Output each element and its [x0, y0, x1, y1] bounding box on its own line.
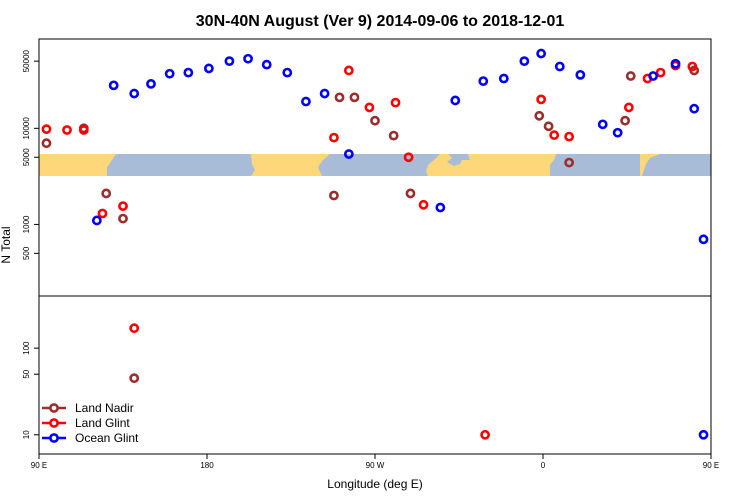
data-point — [301, 96, 311, 107]
data-point — [534, 110, 545, 121]
data-point — [498, 73, 509, 84]
legend-label: Land Nadir — [75, 401, 134, 415]
data-point — [554, 61, 565, 72]
data-point — [78, 125, 89, 135]
data-point — [623, 102, 634, 113]
data-point — [243, 53, 253, 64]
bottom-panel-frame — [38, 295, 712, 455]
data-point — [620, 115, 631, 126]
data-point — [261, 59, 272, 70]
data-point — [390, 97, 401, 108]
data-point — [388, 130, 399, 141]
data-point — [41, 138, 52, 149]
data-point — [146, 78, 156, 89]
x-tick-label: 180 — [200, 461, 214, 470]
data-point — [403, 152, 414, 163]
data-point — [91, 215, 102, 226]
y-tick-label: 10000 — [22, 117, 31, 140]
y-tick-label: 100 — [22, 341, 31, 355]
chart-title: 30N-40N August (Ver 9) 2014-09-06 to 201… — [196, 13, 565, 30]
data-point — [519, 56, 530, 67]
data-point — [698, 234, 709, 245]
legend-marker — [49, 418, 59, 428]
data-point — [319, 88, 330, 99]
y-tick-label: 50 — [22, 369, 31, 378]
map-strip — [39, 154, 711, 176]
y-tick-label: 10 — [22, 430, 31, 439]
data-point — [536, 48, 547, 59]
data-point — [575, 69, 586, 80]
y-axis: 500 1000 5000 10000 50000 10 50 100 — [22, 49, 39, 439]
data-point — [203, 63, 214, 74]
data-point — [435, 202, 446, 213]
data-points — [41, 48, 709, 440]
data-point — [564, 131, 575, 142]
x-tick-label: 90 E — [703, 461, 719, 470]
x-tick-label: 90 E — [31, 461, 47, 470]
data-point — [329, 190, 339, 201]
y-axis-title: N Total — [0, 226, 13, 263]
data-point — [698, 429, 709, 440]
y-tick-label: 500 — [22, 246, 31, 260]
data-point — [689, 103, 700, 114]
data-point — [564, 157, 575, 168]
x-tick-label: 90 W — [366, 461, 385, 470]
data-point — [536, 94, 547, 105]
data-point — [343, 65, 354, 76]
data-point — [282, 67, 293, 78]
legend-marker — [49, 403, 59, 413]
map-land — [39, 154, 660, 176]
data-point — [405, 188, 416, 199]
data-point — [62, 125, 72, 135]
data-point — [648, 71, 659, 81]
data-point — [597, 119, 608, 130]
data-point — [450, 95, 461, 106]
data-point — [655, 67, 666, 78]
data-point — [612, 127, 623, 138]
data-point — [164, 68, 175, 79]
y-tick-label: 50000 — [22, 49, 31, 72]
legend-label: Ocean Glint — [75, 431, 139, 445]
map-ocean — [39, 154, 711, 176]
data-point — [129, 373, 140, 384]
data-point — [625, 71, 636, 81]
data-point — [118, 201, 128, 212]
data-point — [349, 92, 360, 103]
x-tick-label: 0 — [541, 461, 546, 470]
data-point — [543, 121, 554, 132]
data-point — [183, 67, 194, 78]
data-point — [41, 124, 52, 135]
legend-label: Land Glint — [75, 416, 130, 430]
data-point — [329, 132, 339, 143]
data-point — [549, 130, 560, 141]
y-tick-label: 5000 — [22, 148, 31, 166]
data-point — [129, 88, 140, 99]
data-point — [101, 188, 112, 199]
data-point — [334, 92, 345, 103]
data-point — [129, 323, 140, 334]
data-point — [118, 213, 128, 224]
data-point — [364, 102, 375, 113]
data-point — [670, 58, 681, 69]
x-axis: 90 E 180 90 W 0 90 E — [31, 454, 719, 470]
legend-marker — [49, 433, 59, 443]
data-point — [478, 76, 489, 86]
data-point — [687, 61, 698, 72]
data-point — [108, 80, 119, 91]
data-point — [370, 115, 380, 126]
data-point — [480, 429, 491, 440]
data-point — [224, 56, 235, 67]
data-point — [418, 199, 429, 210]
data-point — [343, 149, 354, 159]
x-axis-title: Longitude (deg E) — [327, 477, 422, 491]
y-tick-label: 1000 — [22, 215, 31, 233]
data-point — [97, 208, 108, 219]
